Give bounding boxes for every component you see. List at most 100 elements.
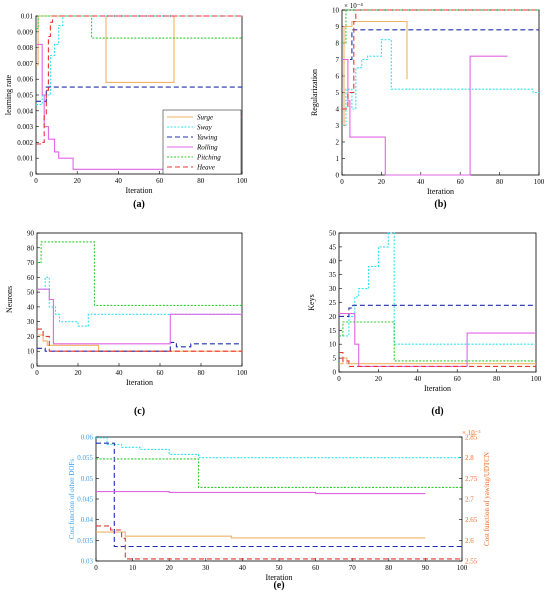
y-axis-label: Neurons (5, 286, 14, 313)
series-line-rolling (36, 43, 242, 170)
series-line-surge (37, 334, 242, 352)
y-tick-label: 30 (27, 318, 35, 326)
x-tick-label: 0 (337, 375, 341, 383)
series-line-heave (37, 328, 242, 352)
series-line-pitching (339, 321, 536, 362)
y-tick-label: 5 (333, 355, 337, 363)
y-tick-label: 0.005 (17, 92, 33, 100)
y-tick-label: 50 (27, 289, 35, 297)
x-tick-label: 60 (156, 177, 164, 185)
plot-area-c (36, 232, 243, 367)
series-line-pitching (37, 241, 242, 306)
panel-label-a: (a) (133, 199, 145, 210)
series-line-surge (339, 357, 536, 365)
y-tick-label: 9 (336, 23, 340, 31)
series-line-sway (342, 39, 539, 127)
series-line-surge (96, 531, 426, 539)
y-right-tick-label: 2.8 (465, 454, 474, 462)
x-tick-label: 20 (75, 369, 83, 377)
y-right-axis-label: Cost function of yawing/UDTCN (483, 452, 491, 546)
y-tick-label: 15 (329, 327, 337, 335)
x-tick-label: 0 (35, 369, 39, 377)
y-tick-label: 0.035 (77, 537, 93, 545)
y-scale-note: × 10⁻⁴ (344, 2, 363, 10)
y-tick-label: 8 (336, 40, 340, 48)
y-tick-label: 80 (27, 244, 35, 252)
y-tick-label: 0.008 (17, 44, 33, 52)
y-tick-label: 70 (27, 259, 35, 267)
y-tick-label: 10 (332, 7, 340, 15)
y-right-tick-label: 2.65 (465, 516, 478, 524)
y-right-scale-note: × 10⁻³ (462, 429, 481, 437)
y-tick-label: 10 (27, 348, 35, 356)
x-axis-label: Iteration (125, 186, 152, 195)
panel-label-d: (d) (431, 406, 443, 417)
y-tick-label: 6 (336, 73, 340, 81)
x-tick-label: 10 (129, 564, 137, 572)
y-tick-label: 0 (30, 171, 34, 179)
x-axis-label: Iteration (427, 187, 454, 196)
x-tick-label: 20 (74, 177, 82, 185)
legend-label-sway: Sway (197, 124, 213, 132)
y-tick-label: 0.002 (17, 139, 33, 147)
x-tick-label: 70 (349, 564, 357, 572)
chart-e: 0 10 20 30 40 50 60 70 80 90 100 0.03 0.035 0.04 0.045… (68, 429, 491, 591)
y-tick-label: 20 (27, 333, 35, 341)
y-tick-label: 3 (336, 122, 340, 130)
y-tick-label: 0.006 (17, 76, 33, 84)
x-tick-label: 60 (157, 369, 165, 377)
series-line-pitching (36, 15, 242, 39)
y-tick-label: 0.001 (17, 155, 33, 163)
x-tick-label: 90 (422, 564, 430, 572)
legend-label-surge: Surge (197, 114, 213, 122)
legend-label-pitching: Pitching (196, 154, 221, 162)
y-tick-label: 20 (329, 313, 337, 321)
x-tick-label: 100 (457, 564, 468, 572)
y-tick-label: 0.055 (77, 454, 93, 462)
x-tick-label: 60 (454, 375, 462, 383)
y-tick-label: 0.06 (81, 434, 94, 442)
x-tick-label: 60 (457, 178, 465, 186)
series-line-yawing (339, 304, 536, 317)
x-tick-label: 40 (115, 177, 123, 185)
x-tick-label: 40 (239, 564, 247, 572)
plot-area-d (338, 232, 537, 373)
y-tick-label: 40 (329, 257, 337, 265)
series-line-sway (339, 232, 536, 345)
legend-box (162, 109, 242, 175)
chart-d: 0 20 40 60 80 100 0 5 10 15 20 25 30 35 40 45 50 Iteratio… (307, 230, 542, 418)
series-line-heave (96, 525, 462, 560)
y-tick-label: 0 (333, 369, 337, 377)
x-tick-label: 0 (34, 177, 38, 185)
y-tick-label: 30 (329, 285, 337, 293)
legend-label-heave: Heave (196, 164, 215, 172)
series-line-yawing (342, 29, 539, 61)
legend-label-yawing: Yawing (197, 134, 218, 142)
series-line-sway (96, 437, 462, 459)
x-tick-label: 20 (375, 375, 383, 383)
y-tick-label: 0.009 (17, 28, 33, 36)
x-tick-label: 40 (417, 178, 425, 186)
legend-label-rolling: Rolling (196, 144, 218, 152)
series-line-sway (37, 276, 242, 327)
series-line-pitching (96, 458, 462, 488)
series-line-rolling (339, 313, 536, 367)
x-tick-label: 20 (166, 564, 174, 572)
series-line-rolling (342, 55, 508, 176)
y-tick-label: 2 (336, 139, 340, 147)
y-tick-label: 50 (329, 230, 337, 238)
y-tick-label: 5 (336, 89, 340, 97)
panel-label-b: (b) (434, 199, 446, 210)
y-axis-label: learning rate (4, 74, 13, 115)
y-tick-label: 0.003 (17, 123, 33, 131)
y-axis-label: Cost function of other DOFs (68, 459, 76, 539)
y-right-tick-label: 2.7 (465, 496, 474, 504)
x-tick-label: 60 (312, 564, 320, 572)
x-tick-label: 100 (237, 177, 248, 185)
plot-area-e (95, 436, 463, 562)
x-tick-label: 40 (414, 375, 422, 383)
series-line-heave (342, 9, 539, 110)
x-tick-label: 0 (94, 564, 98, 572)
x-tick-label: 0 (340, 178, 344, 186)
y-tick-label: 0.004 (17, 107, 33, 115)
